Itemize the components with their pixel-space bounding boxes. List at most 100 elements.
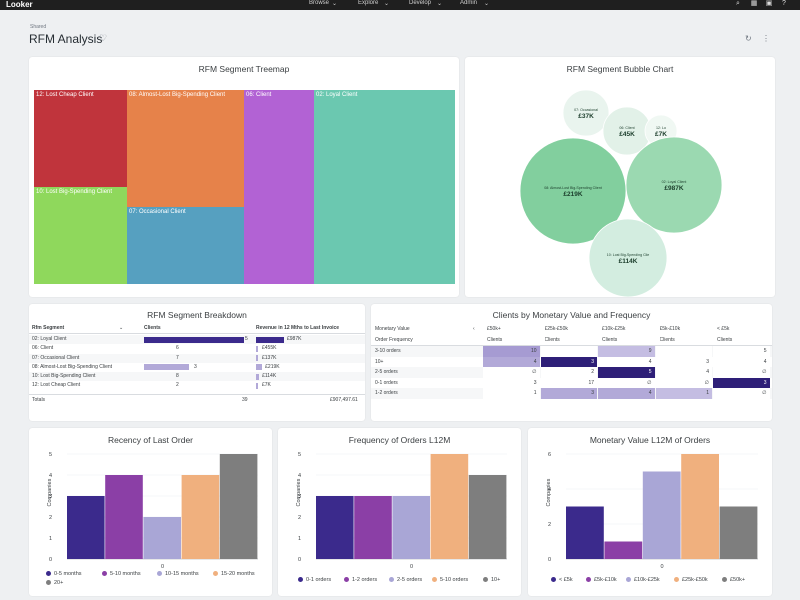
bubble[interactable] [562, 89, 610, 137]
legend-item[interactable]: £5k-£10k [586, 577, 617, 583]
legend-item[interactable]: £50k+ [722, 577, 745, 583]
bar[interactable] [468, 475, 507, 559]
y-tick-label: 1 [49, 536, 52, 542]
legend-item[interactable]: 5-10 orders [432, 577, 468, 583]
marketplace-icon[interactable]: ▦ [750, 0, 758, 7]
x-tick-label: 0 [410, 564, 413, 570]
table-row[interactable] [29, 381, 365, 391]
bar[interactable] [316, 496, 354, 559]
legend-item[interactable]: < £5k [551, 577, 573, 583]
nav-develop-chevron-icon[interactable]: ⌄ [437, 1, 443, 7]
revenue-value: £219K [265, 363, 280, 370]
treemap-tile: RFM Segment Treemap 12: Lost Cheap Clien… [29, 57, 459, 297]
treemap-title: RFM Segment Treemap [198, 64, 290, 74]
legend-item[interactable]: 0-5 months [46, 571, 82, 577]
bar[interactable] [430, 454, 469, 559]
y-tick-label: 0 [298, 557, 301, 563]
legend-item[interactable]: 1-2 orders [344, 577, 377, 583]
looker-logo[interactable]: Looker [6, 0, 33, 9]
bubble-value: £219K [563, 191, 582, 198]
top-nav-bar: Looker Browse ⌄ Explore ⌄ Develop ⌄ Admi… [0, 0, 800, 10]
legend-item[interactable]: 0-1 orders [298, 577, 331, 583]
bar[interactable] [181, 475, 220, 559]
revenue-value: £455K [262, 345, 277, 352]
legend-item[interactable]: £10k-£25k [626, 577, 660, 583]
nav-develop[interactable]: Develop [409, 0, 432, 6]
matrix-cell: 10 [483, 346, 540, 357]
legend-item[interactable]: 5-10 months [102, 571, 141, 577]
table-row[interactable] [29, 362, 365, 372]
sort-chevron-icon[interactable]: ⌄ [119, 325, 124, 331]
y-axis-label: Companies [546, 478, 552, 506]
treemap-cell-label: 10: Lost Big-Spending Client [36, 189, 112, 195]
y-tick-label: 6 [548, 452, 551, 458]
matrix-table: Monetary Value ‹ £50k+ £25k-£50k £10k-£25k £5… [371, 324, 772, 421]
bar[interactable] [604, 541, 643, 560]
bar[interactable] [566, 506, 604, 560]
matrix-cell: 9 [598, 346, 655, 357]
refresh-icon[interactable]: ↻ [745, 34, 752, 43]
clients-value: 7 [176, 354, 179, 361]
recency-title: Recency of Last Order [107, 435, 194, 445]
pivot-column-header: £5k-£10k [659, 326, 681, 332]
nav-browse-chevron-icon[interactable]: ⌄ [332, 1, 338, 7]
treemap-cell[interactable] [127, 90, 244, 207]
bar[interactable] [392, 496, 430, 559]
more-vert-icon[interactable]: ⋮ [762, 34, 770, 43]
legend-item[interactable]: 10-15 months [157, 571, 199, 577]
treemap-cell[interactable] [34, 90, 127, 187]
bar[interactable] [681, 454, 719, 559]
treemap-cell[interactable] [34, 187, 127, 284]
matrix-cell: ∅ [483, 367, 540, 378]
legend-label: 0-5 months [54, 571, 82, 577]
bubble-value: £37K [578, 113, 594, 120]
bar[interactable] [719, 506, 758, 560]
apps-icon[interactable]: ▣ [765, 0, 773, 7]
bubble[interactable] [588, 218, 668, 297]
nav-explore-chevron-icon[interactable]: ⌄ [384, 1, 390, 7]
table-row[interactable] [29, 353, 365, 363]
monetary-tile: Monetary Value L12M of Orders 0 2 4 6 Compan… [528, 428, 772, 596]
legend-swatch-icon [626, 577, 631, 583]
matrix-cell: 2 [540, 367, 597, 378]
table-row[interactable] [29, 372, 365, 382]
treemap-cell[interactable] [314, 90, 455, 284]
search-icon[interactable]: ⌕ [736, 0, 740, 7]
legend-label: 10+ [491, 577, 501, 583]
legend-item[interactable]: £25k-£50k [674, 577, 708, 583]
legend-item[interactable]: 2-5 orders [389, 577, 422, 583]
revenue-bar [256, 382, 258, 389]
legend-label: £5k-£10k [594, 577, 617, 583]
bar[interactable] [67, 496, 105, 559]
treemap-cell[interactable] [127, 207, 244, 284]
legend-item[interactable]: 15-20 months [213, 571, 255, 577]
table-row[interactable] [29, 344, 365, 354]
clients-value: 2 [176, 382, 179, 389]
revenue-bar [256, 364, 263, 371]
totals-label: Totals [32, 397, 46, 404]
nav-admin-chevron-icon[interactable]: ⌄ [484, 1, 490, 7]
revenue-value: £114K [262, 373, 277, 379]
help-icon[interactable]: ? [782, 0, 786, 7]
y-tick-label: 2 [298, 515, 301, 521]
pivot-chevron-icon[interactable]: ‹ [473, 326, 475, 332]
measure-header: Clients [544, 336, 560, 343]
nav-admin[interactable]: Admin [460, 0, 478, 6]
bar[interactable] [105, 475, 143, 559]
bar[interactable] [219, 454, 258, 559]
folder-breadcrumb[interactable]: Shared [30, 24, 47, 30]
legend-item[interactable]: 10+ [483, 577, 500, 583]
heart-icon[interactable]: ♡ [99, 33, 108, 43]
treemap-cell[interactable] [244, 90, 314, 284]
bubble[interactable] [625, 136, 723, 234]
nav-explore[interactable]: Explore [358, 0, 379, 6]
bar[interactable] [143, 517, 181, 559]
bar[interactable] [642, 471, 681, 560]
nav-browse[interactable]: Browse [309, 0, 330, 6]
legend-item[interactable]: 20+ [46, 580, 63, 586]
legend-label: £25k-£50k [682, 577, 708, 583]
dashboard-header: Shared RFM Analysis ♡ ↻ ⋮ [0, 10, 800, 55]
bar[interactable] [354, 496, 392, 559]
pivot-column-header: £50k+ [487, 326, 501, 332]
matrix-cell: 3 [540, 388, 597, 399]
